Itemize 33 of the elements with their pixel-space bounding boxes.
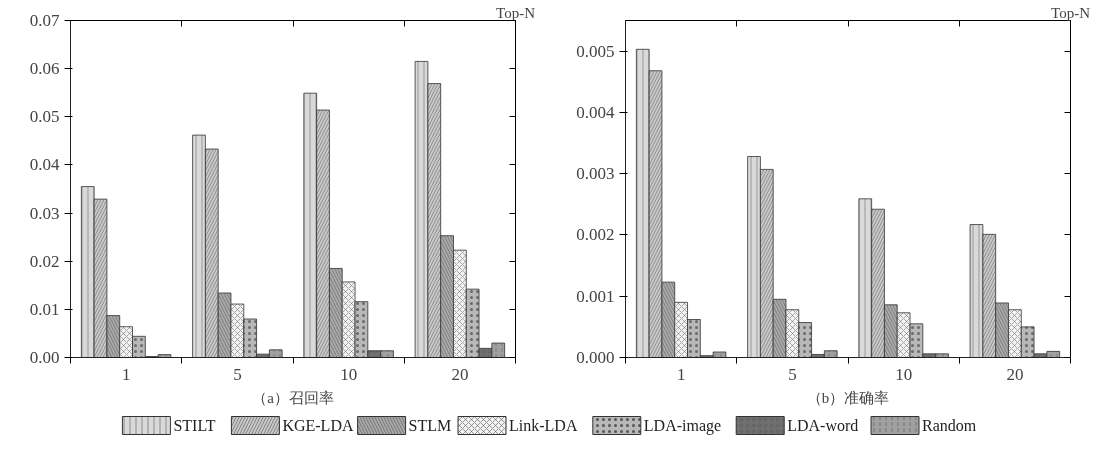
y-tick-label: 0.03 <box>29 203 60 223</box>
y-tick-label: 0.07 <box>29 11 60 30</box>
legend-label: LDA-word <box>787 417 859 434</box>
x-tick-label: 20 <box>1006 364 1024 384</box>
y-tick-label: 0.00 <box>29 348 60 367</box>
legend-label: KGE-LDA <box>282 417 354 434</box>
x-tick-label: 1 <box>676 364 686 384</box>
legend-label: STLM <box>408 417 452 434</box>
y-tick-label: 0.005 <box>576 41 615 61</box>
text: （a）召回率 <box>252 389 334 406</box>
text: （b）准确率 <box>806 389 890 406</box>
y-tick-label: 0.05 <box>29 107 60 127</box>
legend-label: Random <box>922 417 977 434</box>
y-tick-label: 0.001 <box>576 286 615 306</box>
x-tick-label: 5 <box>788 364 797 384</box>
x-tick-label: 5 <box>233 364 242 384</box>
x-axis-title: Top-N <box>496 4 536 21</box>
y-tick-label: 0.06 <box>29 59 60 79</box>
x-tick-label: 20 <box>451 364 469 384</box>
y-tick-label: 0.04 <box>29 155 60 175</box>
x-axis-title: Top-N <box>1051 4 1091 21</box>
legend-label: LDA-image <box>643 417 722 435</box>
y-tick-label: 0.002 <box>576 225 615 245</box>
legend-label: STILT <box>173 417 216 434</box>
y-tick-label: 0.003 <box>576 164 615 184</box>
y-tick-label: 0.01 <box>29 299 60 319</box>
y-tick-label: 0.004 <box>576 102 615 122</box>
x-tick-label: 10 <box>340 364 358 384</box>
y-tick-label: 0.02 <box>29 251 60 271</box>
y-tick-label: 0.000 <box>576 348 615 367</box>
legend-label: Link-LDA <box>509 417 578 434</box>
x-tick-label: 1 <box>121 364 131 384</box>
x-tick-label: 10 <box>895 364 913 384</box>
